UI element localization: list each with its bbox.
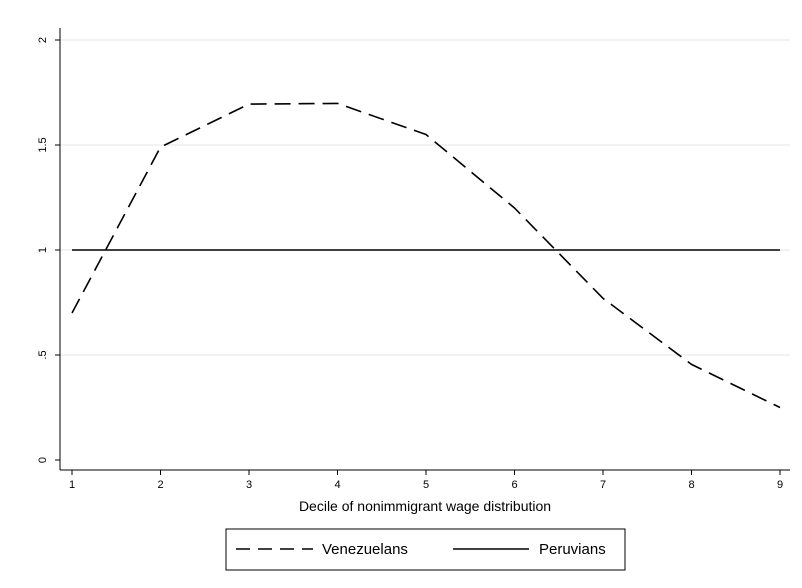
y-ticks: 0 .5 1 1.5 2 bbox=[37, 37, 60, 463]
x-tick-label: 6 bbox=[511, 479, 517, 491]
legend-label-venezuelans: Venezuelans bbox=[322, 541, 408, 558]
y-tick-label: 1.5 bbox=[37, 137, 49, 152]
plot-area: 0 .5 1 1.5 2 1 2 3 4 5 6 7 8 9 bbox=[37, 28, 790, 491]
x-tick-label: 1 bbox=[69, 479, 75, 491]
gridlines bbox=[60, 39, 790, 356]
y-tick-label: 1 bbox=[37, 247, 49, 253]
series-lines bbox=[71, 102, 781, 409]
x-tick-label: 4 bbox=[334, 479, 340, 491]
x-axis-title: Decile of nonimmigrant wage distribution bbox=[299, 498, 551, 514]
x-tick-label: 2 bbox=[157, 479, 163, 491]
x-tick-label: 8 bbox=[688, 479, 694, 491]
legend: Venezuelans Peruvians bbox=[225, 528, 626, 571]
x-tick-label: 5 bbox=[423, 479, 429, 491]
x-tick-label: 7 bbox=[600, 479, 606, 491]
axes bbox=[59, 28, 790, 471]
y-tick-label: 0 bbox=[37, 457, 49, 463]
legend-label-peruvians: Peruvians bbox=[539, 541, 606, 558]
y-tick-label: .5 bbox=[37, 350, 49, 359]
x-tick-label: 3 bbox=[246, 479, 252, 491]
x-ticks: 1 2 3 4 5 6 7 8 9 bbox=[69, 470, 783, 491]
x-tick-label: 9 bbox=[777, 479, 783, 491]
y-tick-label: 2 bbox=[37, 37, 49, 43]
series-line-venezuelans bbox=[71, 102, 781, 409]
